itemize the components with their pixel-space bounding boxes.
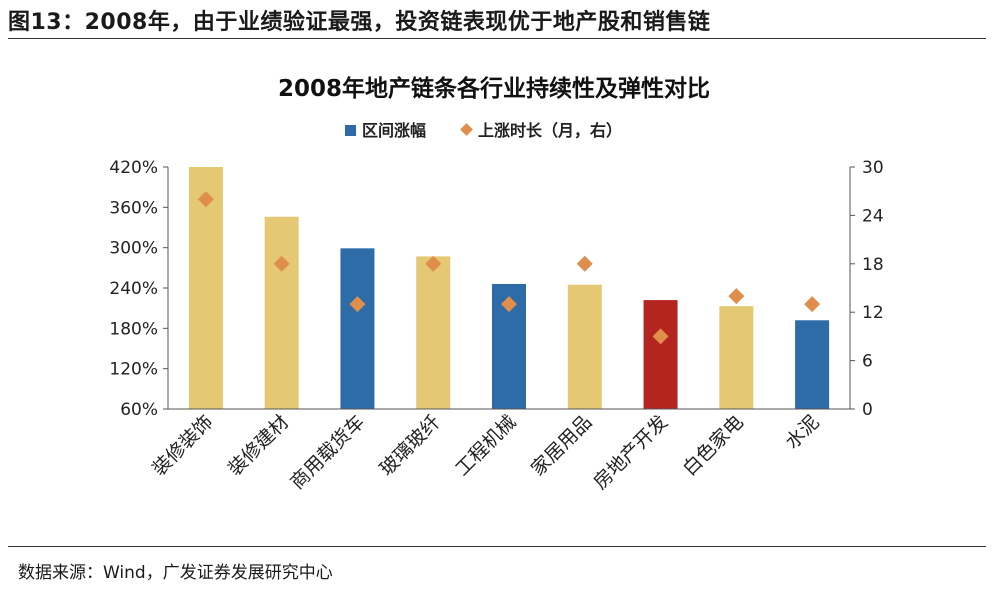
marker-8	[728, 288, 745, 305]
left-tick-label: 360%	[109, 198, 158, 218]
category-label: 装修建材	[224, 411, 293, 480]
right-tick-label: 18	[862, 255, 884, 275]
marker-7	[652, 328, 669, 345]
plot-area: 60% 120% 180% 240% 300% 360% 420% 0 6 12 18 24 30 装修装…	[109, 158, 883, 494]
left-tick-label: 120%	[109, 360, 158, 380]
marker-1	[197, 191, 214, 208]
category-label: 家居用品	[527, 411, 596, 480]
bar-3	[340, 248, 375, 409]
right-tick-label: 6	[862, 352, 873, 372]
right-tick-label: 30	[862, 158, 884, 178]
marker-3	[349, 296, 366, 313]
category-label: 商用载货车	[286, 411, 369, 494]
marker-6	[576, 255, 593, 272]
left-tick-label: 240%	[109, 279, 158, 299]
chart-title: 2008年地产链条各行业持续性及弹性对比	[278, 75, 710, 102]
bar-6	[567, 284, 602, 409]
category-label: 房地产开发	[589, 411, 672, 494]
left-tick-label: 180%	[109, 319, 158, 339]
figure-title: 图13：2008年，由于业绩验证最强，投资链表现优于地产股和销售链	[8, 10, 711, 35]
legend-label-marker: 上涨时长（月，右）	[478, 121, 622, 140]
category-label: 玻璃玻纤	[375, 411, 444, 480]
bar-4	[416, 256, 451, 409]
legend-swatch-bar	[345, 125, 356, 136]
right-tick-label: 24	[862, 206, 884, 226]
bottom-divider	[8, 546, 986, 547]
right-tick-label: 12	[862, 303, 884, 323]
left-tick-label: 300%	[109, 239, 158, 259]
bar-9	[795, 320, 830, 409]
category-label: 水泥	[781, 411, 823, 453]
category-label: 工程机械	[451, 411, 520, 480]
category-label: 装修装饰	[148, 411, 217, 480]
legend-label-bar: 区间涨幅	[362, 121, 426, 140]
left-tick-label: 60%	[120, 400, 158, 420]
left-tick-label: 420%	[109, 158, 158, 178]
source-note: 数据来源：Wind，广发证券发展研究中心	[18, 563, 333, 583]
chart: 2008年地产链条各行业持续性及弹性对比 区间涨幅 上涨时长（月，右） 60% 1…	[109, 75, 883, 494]
bar-1	[188, 167, 223, 409]
category-label: 白色家电	[679, 411, 748, 480]
bar-2	[264, 216, 299, 409]
right-tick-label: 0	[862, 400, 873, 420]
marker-5	[501, 296, 517, 313]
top-divider	[8, 38, 986, 39]
marker-9	[804, 296, 821, 313]
bar-7	[643, 300, 678, 409]
legend: 区间涨幅 上涨时长（月，右）	[345, 121, 622, 140]
bar-8	[719, 306, 754, 409]
legend-swatch-marker	[460, 123, 473, 136]
